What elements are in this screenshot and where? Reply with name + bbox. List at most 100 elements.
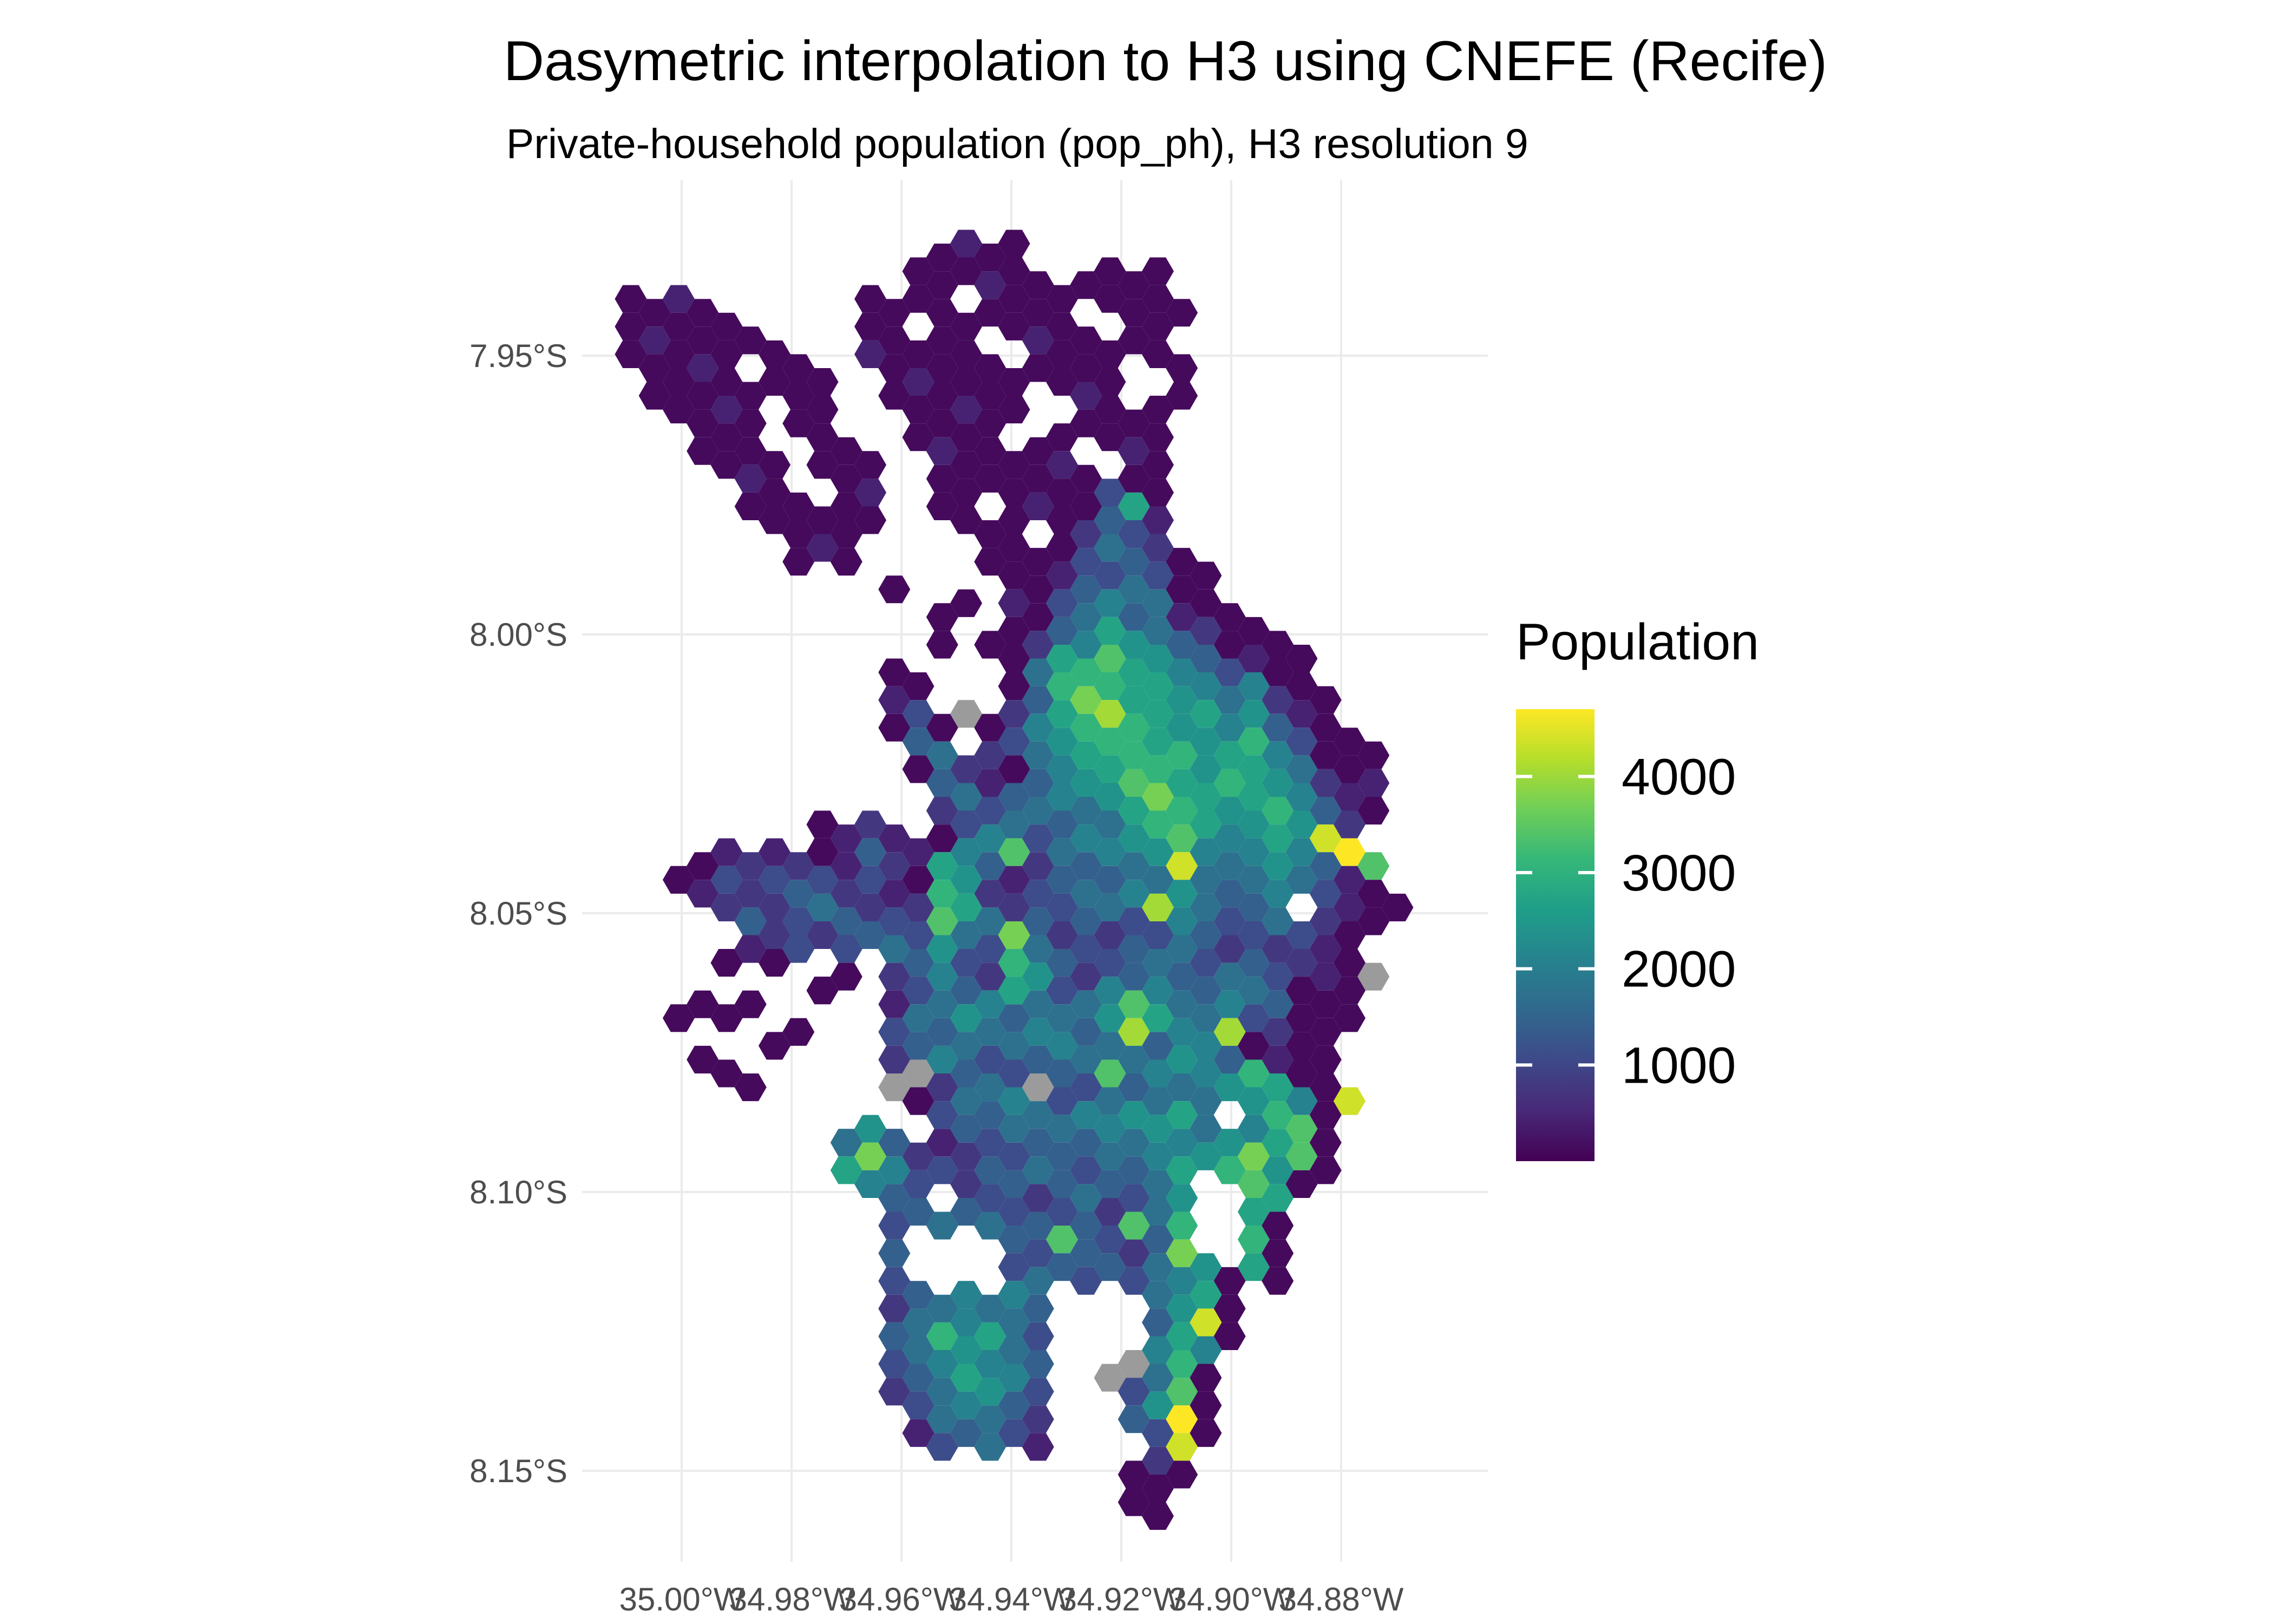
hex-cell [1190, 728, 1222, 756]
hex-cell [759, 368, 790, 396]
hex-cell [926, 1378, 958, 1406]
hex-cell [950, 451, 982, 479]
hex-cell [950, 506, 982, 534]
hex-cell [902, 368, 935, 396]
hex-cell [638, 382, 671, 410]
hex-cell [854, 1170, 886, 1198]
hex-cell [687, 437, 719, 465]
hex-cell [1190, 1364, 1222, 1392]
hex-cell [854, 451, 886, 479]
hex-cell [1022, 1433, 1054, 1461]
hex-cell [1070, 1045, 1102, 1073]
hex-cell [1118, 1378, 1150, 1406]
hex-cell [926, 1045, 958, 1073]
hex-cell [1285, 810, 1318, 839]
hex-cell [1213, 741, 1246, 769]
hex-cell [1022, 1350, 1054, 1378]
hex-cell [950, 1281, 982, 1309]
hex-cell [1118, 824, 1150, 853]
hex-cell [1070, 1267, 1102, 1295]
hex-cell [950, 1170, 982, 1198]
hex-cell [998, 1197, 1030, 1226]
hex-cell [878, 852, 911, 880]
hex-cell [1285, 644, 1318, 673]
hex-cell [830, 962, 862, 991]
hex-cell [974, 244, 1007, 272]
hex-cell [1166, 824, 1198, 853]
hex-cell [1046, 700, 1078, 728]
hex-cell [782, 880, 815, 908]
hex-cell [998, 700, 1030, 728]
hex-cell [1070, 271, 1102, 299]
hex-cell [902, 1004, 935, 1032]
hex-cell [974, 409, 1007, 437]
hex-cell [687, 990, 719, 1018]
hex-cell [1142, 1115, 1174, 1143]
hex-cell [1190, 783, 1222, 811]
hex-cell [926, 1322, 958, 1350]
hex-cell [878, 686, 911, 714]
hex-cell [950, 755, 982, 783]
hex-cell [1285, 672, 1318, 700]
hex-cell [1334, 1004, 1365, 1032]
hex-cell [1262, 631, 1294, 659]
hex-cell [1190, 949, 1222, 977]
hex-cell [1118, 1184, 1150, 1212]
hex-cell [950, 1032, 982, 1060]
hex-cell [734, 880, 767, 908]
hex-cell [998, 755, 1030, 783]
hex-cell [1142, 561, 1174, 590]
hex-cell [1190, 1281, 1222, 1309]
hex-cell [998, 1253, 1030, 1281]
hex-cell [1285, 783, 1318, 811]
hex-cell [615, 312, 647, 340]
hex-cell [1070, 797, 1102, 825]
hex-cell [1142, 755, 1174, 783]
hex-cell [1094, 506, 1126, 534]
hex-cell [1070, 1073, 1102, 1102]
hex-cell [1022, 658, 1054, 686]
hex-cell [1238, 728, 1270, 756]
hex-cell [710, 1059, 743, 1088]
hex-cell [1142, 893, 1174, 921]
hex-cell [1309, 1129, 1342, 1157]
hex-cell [1094, 949, 1126, 977]
hex-cell [806, 838, 839, 866]
hex-cell [926, 1212, 958, 1240]
hex-cell [1334, 838, 1365, 866]
hex-cell [1142, 423, 1174, 451]
hex-cell [950, 893, 982, 921]
hex-cell [1166, 880, 1198, 908]
hex-cell [1262, 741, 1294, 769]
hex-cell [1190, 561, 1222, 590]
hex-cell [854, 810, 886, 839]
hex-cell [687, 354, 719, 382]
hex-cell [1094, 977, 1126, 1005]
hex-cell [1022, 1378, 1054, 1406]
hex-cell [998, 368, 1030, 396]
hex-cell [902, 423, 935, 451]
hex-cell [1070, 548, 1102, 576]
hex-cell [1142, 257, 1174, 285]
hex-cell [1309, 880, 1342, 908]
hex-cell [854, 312, 886, 340]
hex-cell [1262, 907, 1294, 935]
hex-cell [663, 285, 695, 313]
hex-cell [1238, 644, 1270, 673]
hex-cell [759, 838, 790, 866]
hex-cell [902, 396, 935, 424]
hex-cell [902, 1032, 935, 1060]
x-axis-tick-label: 34.96°W [839, 1581, 964, 1618]
hex-cell [734, 935, 767, 963]
hex-cell [1238, 893, 1270, 921]
hex-cell [974, 271, 1007, 299]
hex-cell [1142, 1364, 1174, 1392]
hex-cell [1046, 534, 1078, 562]
hex-cell [1238, 1115, 1270, 1143]
hex-cell [1166, 382, 1198, 410]
hex-cell [1166, 1405, 1198, 1433]
hex-cell-na [1118, 1350, 1150, 1378]
hex-cell [710, 340, 743, 368]
hex-cell [1022, 437, 1054, 465]
